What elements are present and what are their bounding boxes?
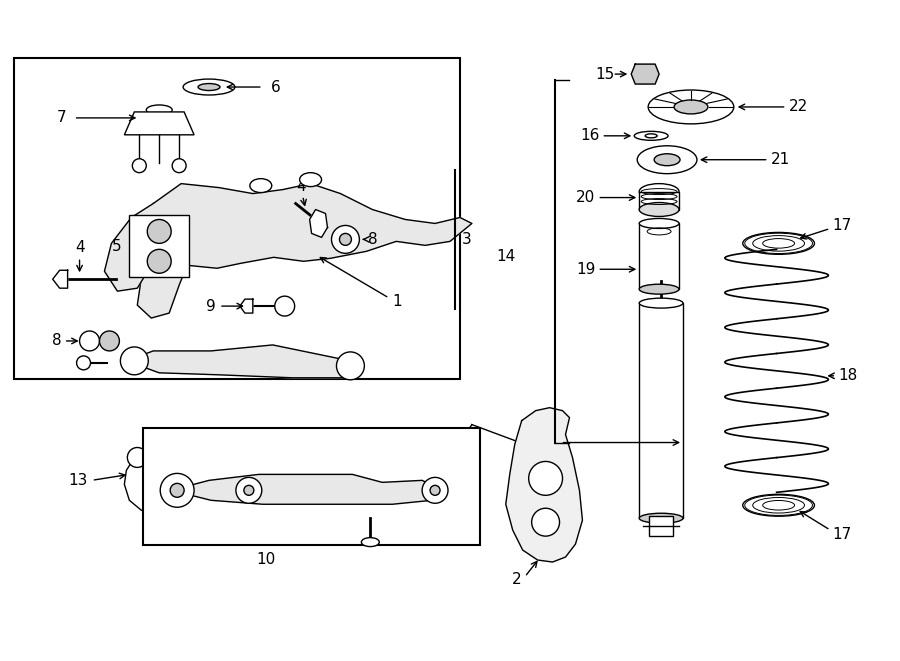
Bar <box>14 58 460 379</box>
Text: 7: 7 <box>57 110 67 126</box>
Polygon shape <box>138 253 187 318</box>
Bar <box>639 223 679 289</box>
Bar <box>639 192 679 210</box>
Text: 10: 10 <box>256 552 275 567</box>
Circle shape <box>100 331 120 351</box>
Polygon shape <box>124 455 171 512</box>
Text: 19: 19 <box>576 262 596 277</box>
Circle shape <box>244 485 254 495</box>
Text: 4: 4 <box>296 178 305 194</box>
Bar <box>143 428 480 545</box>
Circle shape <box>528 461 562 495</box>
Ellipse shape <box>639 184 679 200</box>
Ellipse shape <box>639 298 683 308</box>
Text: 3: 3 <box>462 232 472 247</box>
Ellipse shape <box>147 105 172 115</box>
Text: 1: 1 <box>392 293 402 309</box>
Text: 22: 22 <box>788 99 808 114</box>
Ellipse shape <box>648 90 734 124</box>
Ellipse shape <box>654 154 680 166</box>
Circle shape <box>128 447 148 467</box>
Circle shape <box>121 347 148 375</box>
Text: 18: 18 <box>839 368 858 383</box>
Circle shape <box>160 473 194 507</box>
Ellipse shape <box>637 146 697 174</box>
Text: 8: 8 <box>368 232 378 247</box>
Text: 17: 17 <box>832 218 851 233</box>
Polygon shape <box>310 210 328 237</box>
Polygon shape <box>144 184 472 268</box>
Ellipse shape <box>250 178 272 192</box>
Ellipse shape <box>639 219 679 229</box>
Circle shape <box>151 500 171 520</box>
Ellipse shape <box>300 173 321 186</box>
Text: 16: 16 <box>580 128 599 143</box>
Circle shape <box>76 356 91 370</box>
Ellipse shape <box>645 134 657 137</box>
Text: 15: 15 <box>595 67 615 81</box>
Polygon shape <box>171 475 442 504</box>
Circle shape <box>430 485 440 495</box>
Text: 12: 12 <box>323 517 343 531</box>
Text: 21: 21 <box>770 152 790 167</box>
Circle shape <box>170 483 184 497</box>
Ellipse shape <box>639 284 679 294</box>
Circle shape <box>274 296 294 316</box>
Polygon shape <box>124 112 194 135</box>
Text: 11: 11 <box>166 513 185 527</box>
Bar <box>649 516 673 536</box>
Circle shape <box>422 477 448 503</box>
Text: 9: 9 <box>206 299 216 313</box>
Circle shape <box>532 508 560 536</box>
Ellipse shape <box>639 202 679 217</box>
Circle shape <box>148 219 171 243</box>
Ellipse shape <box>362 537 379 547</box>
Circle shape <box>337 352 365 380</box>
Text: 2: 2 <box>512 572 522 588</box>
Bar <box>130 215 189 277</box>
Circle shape <box>132 159 147 173</box>
Polygon shape <box>126 345 363 378</box>
Ellipse shape <box>183 79 235 95</box>
Polygon shape <box>506 408 582 562</box>
Ellipse shape <box>639 513 683 524</box>
Text: 20: 20 <box>576 190 596 205</box>
Circle shape <box>148 249 171 273</box>
Text: 5: 5 <box>112 239 122 254</box>
Ellipse shape <box>198 83 220 91</box>
Text: 14: 14 <box>497 249 516 264</box>
Text: 13: 13 <box>68 473 87 488</box>
Ellipse shape <box>742 233 814 254</box>
Polygon shape <box>104 204 161 291</box>
Text: 6: 6 <box>271 79 281 95</box>
Polygon shape <box>53 270 68 288</box>
Polygon shape <box>631 64 659 84</box>
Polygon shape <box>240 299 253 313</box>
Bar <box>639 303 683 518</box>
Text: 8: 8 <box>52 333 61 348</box>
Text: 17: 17 <box>832 527 851 541</box>
Text: 11: 11 <box>435 453 454 468</box>
Circle shape <box>339 233 351 245</box>
Ellipse shape <box>634 132 668 140</box>
Circle shape <box>236 477 262 503</box>
Circle shape <box>172 159 186 173</box>
Circle shape <box>331 225 359 253</box>
Text: 4: 4 <box>75 241 85 255</box>
Circle shape <box>79 331 100 351</box>
Ellipse shape <box>674 100 708 114</box>
Ellipse shape <box>742 494 814 516</box>
